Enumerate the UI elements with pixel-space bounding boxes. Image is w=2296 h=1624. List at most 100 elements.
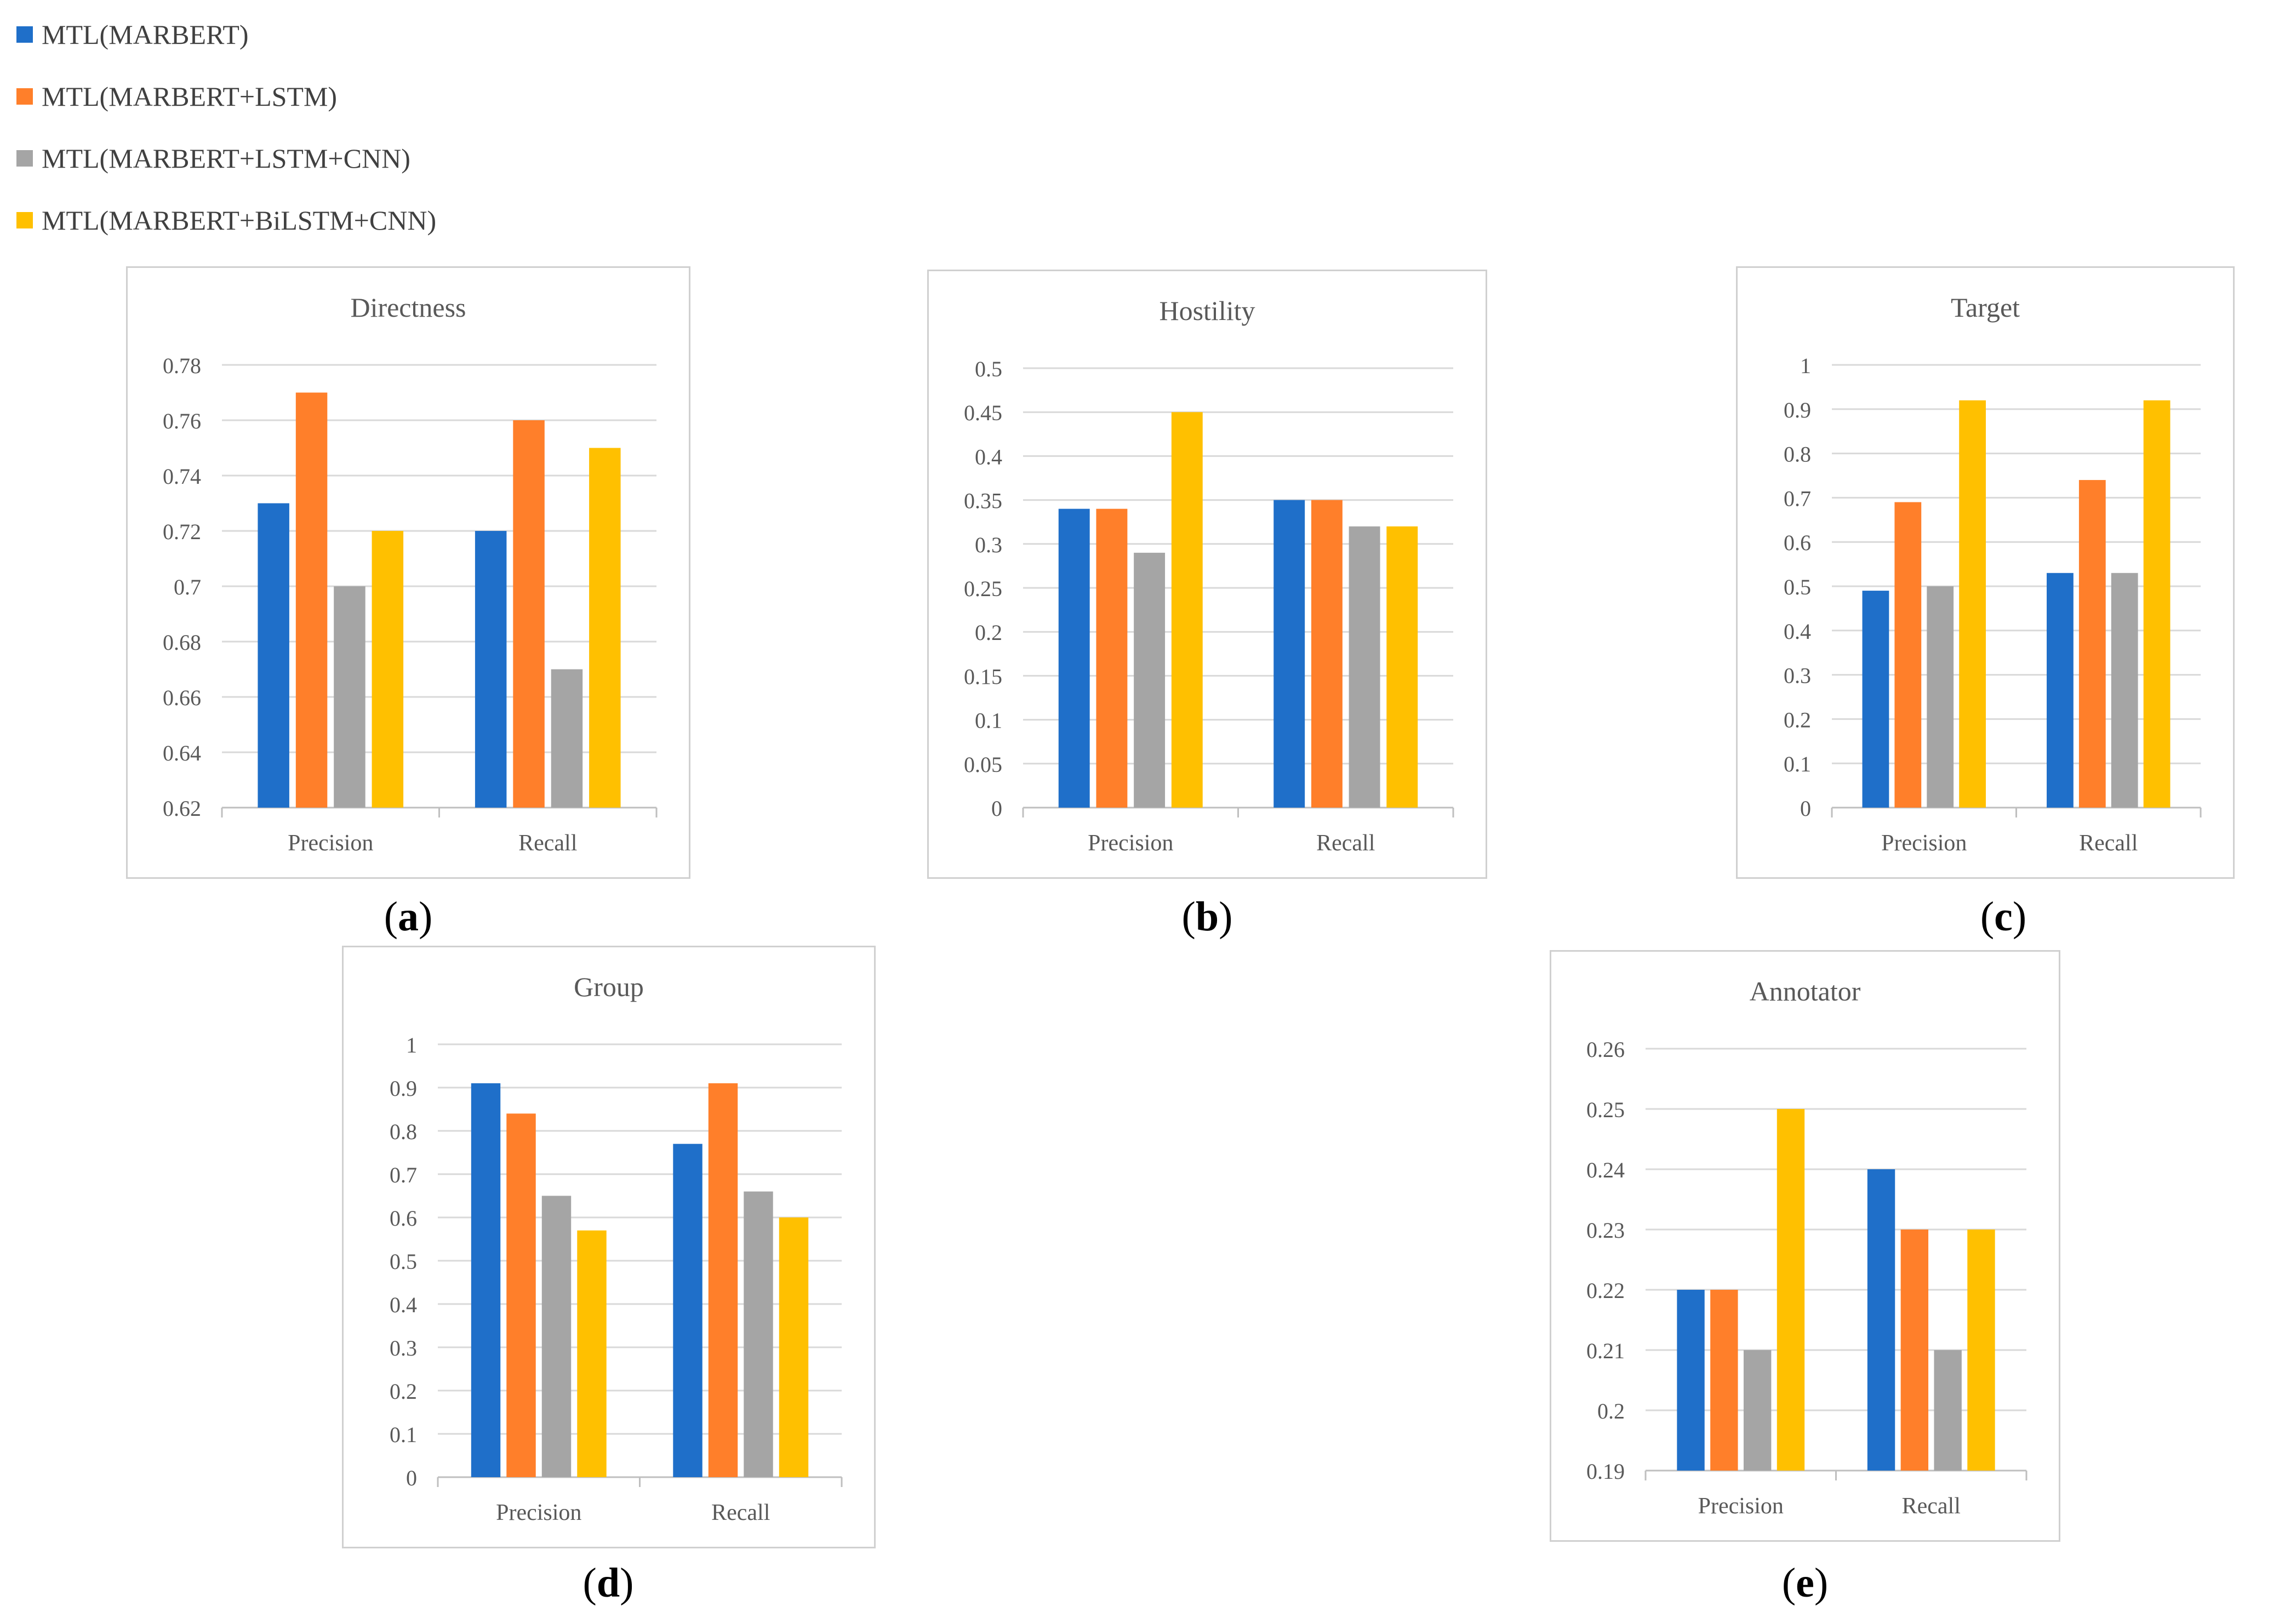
y-tick-label: 0.5	[1784, 575, 1811, 599]
caption-c: (c)	[1980, 894, 2027, 940]
bar	[295, 392, 328, 808]
y-tick-label: 0.45	[964, 401, 1002, 425]
x-tick-label: Recall	[518, 831, 577, 856]
y-tick-label: 0.4	[390, 1293, 417, 1317]
bar	[1273, 500, 1305, 808]
y-tick-label: 0.4	[975, 444, 1002, 469]
bar	[1134, 552, 1166, 808]
bar	[541, 1196, 572, 1477]
x-tick-label: Recall	[2079, 831, 2138, 856]
bar	[1058, 508, 1090, 808]
y-tick-label: 0.25	[964, 576, 1002, 601]
bar	[1959, 400, 1986, 808]
y-tick-label: 0.3	[975, 533, 1002, 557]
y-tick-label: 0.66	[163, 685, 201, 710]
chart-target: Target 0 0.1 0.2 0.3 0.4 0.5 0.6 0.7 0.8 0.9 1 Preci…	[1736, 266, 2235, 879]
bar	[1171, 412, 1203, 808]
y-tick-label: 0	[406, 1466, 417, 1490]
legend-swatch	[16, 212, 33, 228]
y-tick-label: 0.1	[975, 708, 1002, 733]
bar	[708, 1083, 738, 1477]
caption-letter: c	[1994, 894, 2013, 940]
y-tick-label: 0.8	[1784, 442, 1811, 467]
x-tick-label: Recall	[1902, 1494, 1961, 1519]
x-tick-label: Precision	[288, 831, 373, 856]
bar	[1967, 1230, 1995, 1471]
y-tick-label: 0.2	[390, 1379, 417, 1404]
chart-annotator: Annotator 0.19 0.2 0.21 0.22 0.23 0.24 0.25 0.26…	[1550, 950, 2060, 1542]
legend-swatch	[16, 150, 33, 167]
bar	[334, 586, 365, 808]
y-tick-label: 0.19	[1586, 1459, 1625, 1484]
bar	[513, 420, 545, 808]
y-tick-label: 0.5	[390, 1249, 417, 1274]
caption-d: (d)	[582, 1560, 634, 1606]
caption-b: (b)	[1181, 894, 1233, 940]
x-tick-label: Precision	[1088, 831, 1173, 856]
y-tick-label: 0.1	[390, 1422, 417, 1447]
legend-swatch	[16, 88, 33, 105]
caption-e: (e)	[1781, 1560, 1829, 1606]
chart-title: Hostility	[1159, 295, 1255, 326]
bar	[258, 503, 289, 808]
y-tick-label: 0.1	[1784, 752, 1811, 776]
y-tick-label: 0.24	[1586, 1158, 1625, 1182]
bar	[506, 1113, 536, 1477]
y-tick-label: 0.62	[163, 796, 201, 821]
y-tick-label: 0.21	[1586, 1339, 1625, 1363]
legend-label: MTL(MARBERT+LSTM+CNN)	[42, 143, 410, 174]
y-tick-label: 0.7	[1784, 486, 1811, 511]
x-tick-label: Precision	[496, 1500, 581, 1525]
y-tick-label: 0.6	[390, 1206, 417, 1231]
y-tick-label: 0.7	[390, 1163, 417, 1187]
legend-label: MTL(MARBERT+BiLSTM+CNN)	[42, 205, 437, 236]
chart-panel-target: Target 0 0.1 0.2 0.3 0.4 0.5 0.6 0.7 0.8 0.9 1 Preci…	[1736, 266, 2235, 879]
bar	[2078, 480, 2106, 808]
bar	[471, 1083, 501, 1477]
x-tick-label: Recall	[711, 1500, 770, 1525]
y-tick-label: 0.2	[1784, 707, 1811, 732]
y-tick-label: 0.5	[975, 357, 1002, 381]
y-tick-label: 0.25	[1586, 1097, 1625, 1122]
y-tick-label: 0.4	[1784, 619, 1811, 644]
chart-title: Directness	[350, 292, 466, 323]
chart-title: Annotator	[1750, 976, 1861, 1007]
caption-letter: d	[596, 1560, 620, 1606]
y-tick-label: 0	[991, 796, 1002, 821]
bar	[1386, 526, 1418, 808]
bar	[1311, 500, 1343, 808]
bar	[1743, 1350, 1772, 1471]
y-tick-label: 0.8	[390, 1119, 417, 1144]
bar	[2143, 400, 2171, 808]
bar	[551, 669, 583, 808]
y-tick-label: 0.7	[174, 575, 201, 599]
bar	[589, 448, 621, 808]
y-tick-label: 0.2	[1597, 1399, 1625, 1423]
y-tick-label: 1	[406, 1033, 417, 1057]
bar	[779, 1217, 809, 1477]
bar	[744, 1191, 773, 1477]
y-tick-label: 0.35	[964, 489, 1002, 513]
y-tick-label: 0.05	[964, 752, 1002, 777]
legend-label: MTL(MARBERT)	[42, 19, 249, 50]
bar	[475, 531, 507, 808]
caption-letter: b	[1195, 894, 1219, 940]
chart-hostility: Hostility 0 0.05 0.1 0.15 0.2 0.25 0.3 0.35 0.4 0.…	[927, 270, 1487, 879]
bar	[2047, 573, 2074, 808]
x-tick-label: Recall	[1316, 831, 1375, 856]
chart-title: Target	[1951, 292, 2020, 323]
bar	[1096, 508, 1128, 808]
y-tick-label: 0.26	[1586, 1037, 1625, 1062]
caption-a: (a)	[384, 894, 433, 940]
caption-letter: e	[1796, 1560, 1814, 1606]
y-tick-label: 0.15	[964, 664, 1002, 689]
bar	[577, 1230, 607, 1477]
y-tick-label: 0.23	[1586, 1218, 1625, 1243]
legend-swatch	[16, 26, 33, 43]
bar	[1777, 1109, 1805, 1471]
bar	[1710, 1290, 1738, 1471]
chart-panel-group: Group 0 0.1 0.2 0.3 0.4 0.5 0.6 0.7 0.8 0.9 1 Precis…	[342, 946, 876, 1548]
y-tick-label: 0.9	[390, 1076, 417, 1101]
chart-directness: Directness 0.62 0.64 0.66 0.68 0.7 0.72 0.74 0.7…	[126, 266, 690, 879]
bar	[673, 1143, 702, 1477]
